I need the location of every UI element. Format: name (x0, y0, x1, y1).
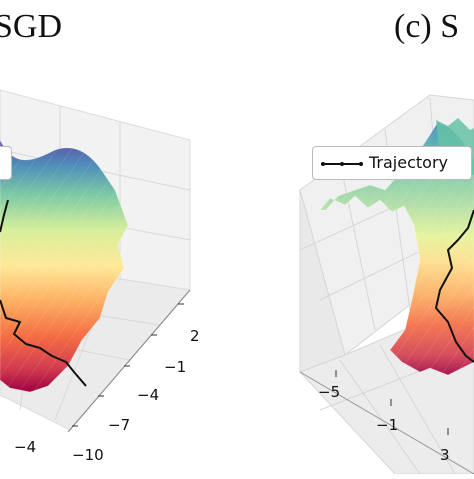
legend-marker-end-icon (359, 162, 363, 166)
right-tick-marks (335, 370, 449, 435)
right-axis-line (299, 371, 474, 475)
left-panel: 2 −1 −4 −7 −10 −4 (0, 89, 200, 464)
left-axis-line (67, 289, 191, 433)
right-trajectory (435, 209, 474, 363)
right-surface-mesh (320, 122, 474, 375)
right-legend: Trajectory (312, 146, 472, 180)
legend-marker-mid-icon (340, 162, 344, 166)
right-panel-title: (c) S (394, 8, 460, 45)
left-trajectory-lower (0, 299, 87, 387)
left-tick-x-0: −4 (14, 438, 36, 456)
left-tick-y-3: −7 (108, 416, 130, 434)
legend-marker-start-icon (321, 162, 325, 166)
left-trajectory-upper (0, 199, 9, 233)
left-legend: y (0, 146, 12, 180)
left-tick-y-1: −1 (164, 358, 186, 376)
left-tick-y-4: −10 (72, 446, 104, 464)
left-tick-marks (72, 303, 184, 427)
left-panel-title: SGD (0, 8, 63, 45)
right-tick-x-1: −1 (376, 416, 398, 434)
right-tick-x-2: 3 (440, 446, 450, 464)
left-tick-y-0: 2 (190, 327, 200, 345)
left-surface-mesh (0, 140, 128, 392)
right-tick-x-0: −5 (318, 383, 340, 401)
left-tick-y-2: −4 (137, 386, 159, 404)
right-legend-label: Trajectory (369, 153, 448, 172)
